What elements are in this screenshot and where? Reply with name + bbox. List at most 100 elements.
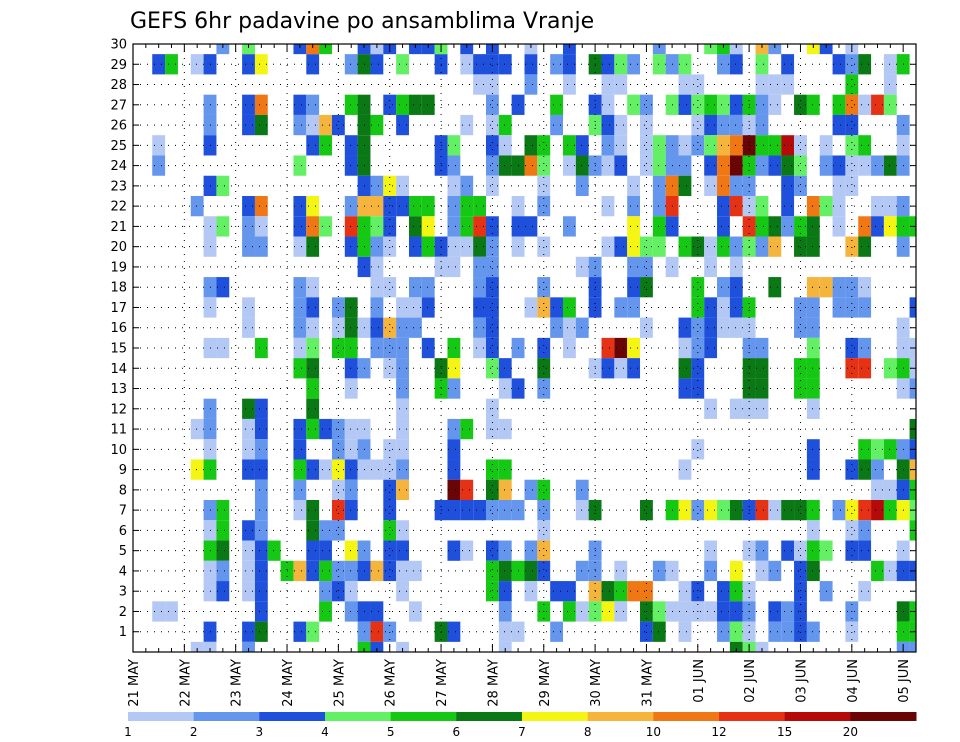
heatmap-cell: [717, 297, 730, 318]
heatmap-cell: [691, 358, 705, 379]
heatmap-cell: [306, 337, 320, 359]
heatmap-cell: [485, 155, 499, 176]
heatmap-cell: [306, 196, 320, 217]
x-tick-label: 26 MAY: [384, 659, 399, 707]
heatmap-cell: [396, 317, 409, 338]
heatmap-cell: [485, 540, 499, 561]
heatmap-cell: [306, 135, 320, 156]
heatmap-cell: [755, 135, 769, 156]
heatmap-cell: [691, 500, 705, 521]
heatmap-cell: [832, 297, 846, 318]
heatmap-cell: [396, 358, 409, 379]
heatmap-cell: [909, 641, 916, 652]
heatmap-cell: [331, 560, 345, 582]
heatmap-cell: [729, 114, 743, 136]
heatmap-cell: [704, 540, 718, 561]
heatmap-cell: [383, 94, 397, 115]
heatmap-cell: [729, 297, 743, 318]
heatmap-cell: [575, 256, 589, 278]
heatmap-cell: [678, 54, 692, 75]
heatmap-cell: [447, 500, 461, 521]
y-tick-label: 4: [119, 564, 127, 579]
heatmap-cell: [871, 196, 884, 217]
heatmap-cell: [640, 277, 653, 298]
heatmap-cell: [254, 398, 268, 419]
heatmap-cell: [563, 216, 576, 237]
heatmap-cell: [370, 196, 384, 217]
heatmap-cell: [498, 358, 512, 379]
heatmap-cell: [331, 114, 345, 136]
x-tick-label: 04 JUN: [846, 659, 861, 703]
heatmap-cell: [832, 94, 846, 115]
heatmap-cell: [254, 500, 268, 521]
heatmap-cell: [883, 196, 897, 217]
heatmap-cell: [755, 236, 769, 257]
colorbar-swatch: [259, 712, 326, 721]
heatmap-cell: [794, 581, 807, 602]
y-tick-label: 15: [110, 342, 127, 357]
heatmap-cell: [806, 337, 820, 359]
heatmap-cell: [460, 479, 474, 500]
heatmap-cell: [627, 175, 641, 196]
heatmap-cell: [498, 114, 512, 136]
heatmap-cell: [473, 297, 486, 318]
heatmap-cell: [729, 601, 743, 622]
heatmap-cell: [242, 439, 255, 460]
heatmap-cell: [408, 216, 422, 237]
heatmap-cell: [537, 479, 551, 500]
heatmap-cell: [421, 196, 435, 217]
heatmap-cell: [871, 94, 884, 115]
heatmap-cell: [306, 560, 320, 582]
heatmap-cell: [652, 601, 666, 622]
heatmap-cell: [601, 155, 615, 176]
heatmap-cell: [768, 560, 782, 582]
heatmap-cell: [704, 398, 718, 419]
y-tick-label: 17: [110, 301, 127, 316]
y-tick-label: 21: [110, 220, 127, 235]
heatmap-cell: [383, 560, 397, 582]
heatmap-cell: [331, 439, 345, 460]
heatmap-cell: [806, 216, 820, 237]
heatmap-cell: [845, 297, 859, 318]
heatmap-cell: [473, 216, 486, 237]
heatmap-cell: [344, 317, 358, 338]
heatmap-cell: [242, 398, 255, 419]
heatmap-cell: [460, 54, 474, 75]
heatmap-cell: [306, 114, 320, 136]
heatmap-cell: [344, 560, 358, 582]
heatmap-cell: [396, 175, 409, 196]
heatmap-cell: [550, 317, 564, 338]
heatmap-cell: [242, 540, 255, 561]
heatmap-cell: [344, 601, 358, 622]
heatmap-cell: [550, 297, 564, 318]
heatmap-cell: [473, 236, 486, 257]
heatmap-cell: [242, 297, 255, 318]
heatmap-cell: [781, 601, 795, 622]
heatmap-cell: [370, 317, 384, 338]
heatmap-cell: [370, 236, 384, 257]
heatmap-cell: [396, 54, 409, 75]
heatmap-cell: [524, 135, 538, 156]
heatmap-cell: [485, 479, 499, 500]
heatmap-cell: [717, 277, 730, 298]
heatmap-cell: [537, 358, 551, 379]
heatmap-cell: [858, 94, 872, 115]
heatmap-cell: [485, 581, 499, 602]
heatmap-cell: [447, 459, 461, 480]
heatmap-cell: [408, 44, 422, 55]
heatmap-cell: [383, 540, 397, 561]
heatmap-cell: [254, 459, 268, 480]
heatmap-cell: [537, 500, 551, 521]
heatmap-cell: [691, 277, 705, 298]
heatmap-cell: [319, 520, 332, 541]
heatmap-cell: [216, 337, 230, 359]
heatmap-cell: [729, 135, 743, 156]
heatmap-cell: [370, 621, 384, 642]
heatmap-cell: [473, 74, 486, 95]
heatmap-cell: [216, 175, 230, 196]
heatmap-cell: [498, 581, 512, 602]
heatmap-cell: [421, 94, 435, 115]
y-tick-label: 16: [110, 321, 127, 336]
heatmap-cell: [370, 337, 384, 359]
heatmap-cell: [755, 54, 769, 75]
